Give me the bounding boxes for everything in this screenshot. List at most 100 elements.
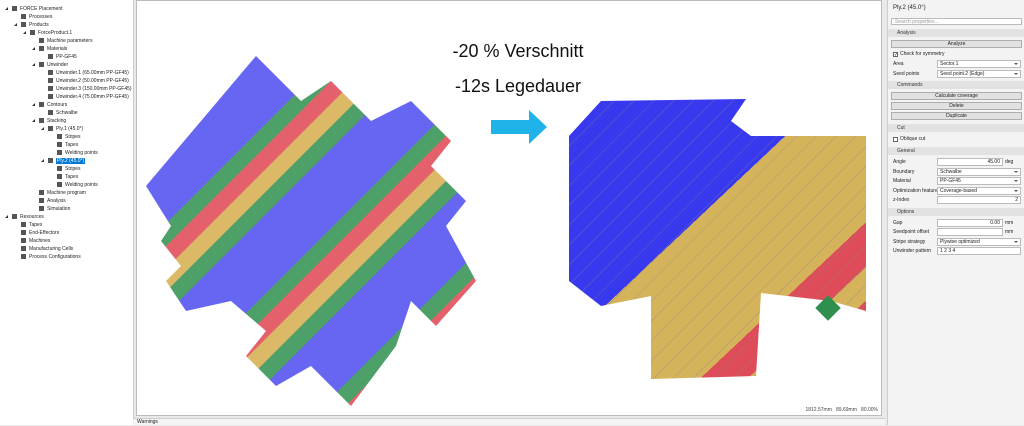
tree-node[interactable]: Materials [32, 45, 68, 53]
expander[interactable] [32, 63, 35, 66]
dropdown-arrow[interactable] [1014, 63, 1018, 65]
expander[interactable] [41, 159, 44, 162]
tree-node[interactable]: Welding points [57, 149, 98, 157]
node-icon [21, 222, 26, 227]
section-header: Options [888, 207, 1024, 216]
field-unit: mm [1005, 229, 1014, 235]
dropdown-arrow[interactable] [1014, 170, 1018, 173]
field-text[interactable]: 1 2 3 4 [937, 247, 1021, 255]
tree-node[interactable]: Stacking [32, 117, 66, 125]
tree-node[interactable]: Unwinder.1 (65.00mm PP-GF45) [48, 69, 129, 77]
tree-node[interactable]: Machine parameters [39, 37, 93, 45]
expander[interactable] [32, 103, 35, 106]
node-icon [12, 214, 17, 219]
tree-node[interactable]: Unwinder.2 (50.00mm PP-GF45) [48, 77, 129, 85]
node-label: Products [29, 22, 49, 28]
tree-node[interactable]: End-Effectors [21, 229, 59, 237]
dropdown-arrow[interactable] [1014, 72, 1018, 75]
field-select[interactable]: Schwalbe [937, 167, 1021, 176]
node-icon [39, 38, 44, 43]
tree-node[interactable]: Unwinder.4 (75.00mm PP-GF45) [48, 93, 129, 101]
node-icon [57, 142, 62, 147]
tree-node[interactable]: Stripes [57, 133, 81, 141]
node-icon [48, 78, 53, 83]
dropdown-arrow[interactable] [1014, 240, 1018, 243]
field-select[interactable]: Seed point.2 (Edge) [937, 69, 1021, 78]
button[interactable]: Analyze [891, 40, 1022, 48]
tree-node[interactable]: Simulation [39, 205, 70, 213]
field-label: Seed points [893, 70, 920, 77]
node-icon [21, 238, 26, 243]
node-label: Ply.1 (45.0°) [56, 126, 84, 132]
panel-title: Ply.2 (45.0°) [893, 5, 926, 11]
tree-node[interactable]: Schwalbe [48, 109, 78, 117]
expander[interactable] [32, 47, 35, 50]
tree-node[interactable]: Welding points [57, 181, 98, 189]
node-label: Tapes [65, 142, 79, 148]
field-number[interactable]: 45.00 [937, 158, 1003, 166]
tree-node[interactable]: ForceProduct.1 [23, 29, 73, 37]
field-select[interactable]: Plywise optimized [937, 237, 1021, 246]
tree-node[interactable]: Analysis [39, 197, 66, 205]
expander[interactable] [41, 127, 44, 130]
tree-node[interactable]: Tapes [21, 221, 42, 229]
field-label: Seedpoint offset [893, 229, 930, 235]
button[interactable]: Delete [891, 102, 1022, 110]
tree-node[interactable]: Unwinder.3 (150.00mm PP-GF45) [48, 85, 132, 93]
node-label: Unwinder.1 (65.00mm PP-GF45) [56, 70, 129, 76]
button[interactable]: Calculate coverage [891, 92, 1022, 100]
field-number[interactable]: 2 [937, 196, 1021, 204]
node-icon [57, 174, 62, 179]
tree-node[interactable]: Manufacturing Cells [21, 245, 73, 253]
tree-node[interactable]: Processes [21, 13, 52, 21]
tree-node[interactable]: Products [14, 21, 49, 29]
checkbox[interactable] [893, 137, 898, 142]
tree-node[interactable]: Ply.1 (45.0°) [41, 125, 84, 133]
node-icon [39, 62, 44, 67]
tree-node[interactable]: Machine program [39, 189, 86, 197]
checkbox-label: Check for symmetry [900, 51, 945, 57]
tree-node[interactable]: Machines [21, 237, 50, 245]
tree-node[interactable]: Ply.2 (45.0°) [41, 157, 86, 165]
dropdown-arrow[interactable] [1014, 189, 1018, 192]
node-label: Materials [47, 46, 68, 52]
tree-node[interactable]: Tapes [57, 141, 78, 149]
tree-node[interactable]: Contours [32, 101, 67, 109]
expander[interactable] [5, 7, 8, 10]
node-label: ForceProduct.1 [38, 30, 73, 36]
tree-node[interactable]: Stripes [57, 165, 81, 173]
button[interactable]: Duplicate [891, 112, 1022, 120]
arrow [491, 110, 547, 144]
node-label: Analysis [47, 198, 66, 204]
headline: -12s Legedauer [454, 76, 582, 96]
node-label: Tapes [65, 174, 79, 180]
field-label: Material [893, 178, 911, 184]
node-icon [39, 190, 44, 195]
field-unit: deg [1005, 159, 1014, 165]
tree-node[interactable]: PP-GF45 [48, 53, 77, 61]
field-label: Stripe strategy [893, 238, 926, 245]
field-select[interactable]: Coverage-based [937, 186, 1021, 195]
expander[interactable] [14, 23, 17, 26]
expander[interactable] [23, 31, 26, 34]
tree-node[interactable]: Unwinder [32, 61, 68, 69]
node-icon [21, 246, 26, 251]
search-box[interactable]: Search properties... [891, 18, 1022, 25]
tree-node[interactable]: Resources [5, 213, 44, 221]
tree-node[interactable]: FORCE Placement [5, 5, 63, 13]
field-number[interactable] [937, 228, 1003, 236]
node-icon [12, 6, 17, 11]
field-label: Optimization feature [893, 187, 938, 194]
warnings-tab[interactable]: Warnings [133, 418, 885, 425]
field-select[interactable]: PP-GF45 [937, 177, 1021, 185]
tree-node[interactable]: Tapes [57, 173, 78, 181]
field-number[interactable]: 0.00 [937, 218, 1003, 227]
tree-node[interactable]: Process Configurations [21, 253, 81, 261]
expander[interactable] [32, 119, 35, 122]
checkbox[interactable]: ✓ [893, 52, 899, 58]
field-select[interactable]: Sector.1 [937, 60, 1021, 68]
node-icon [39, 102, 44, 107]
expander[interactable] [5, 215, 8, 218]
dropdown-arrow[interactable] [1014, 180, 1018, 182]
